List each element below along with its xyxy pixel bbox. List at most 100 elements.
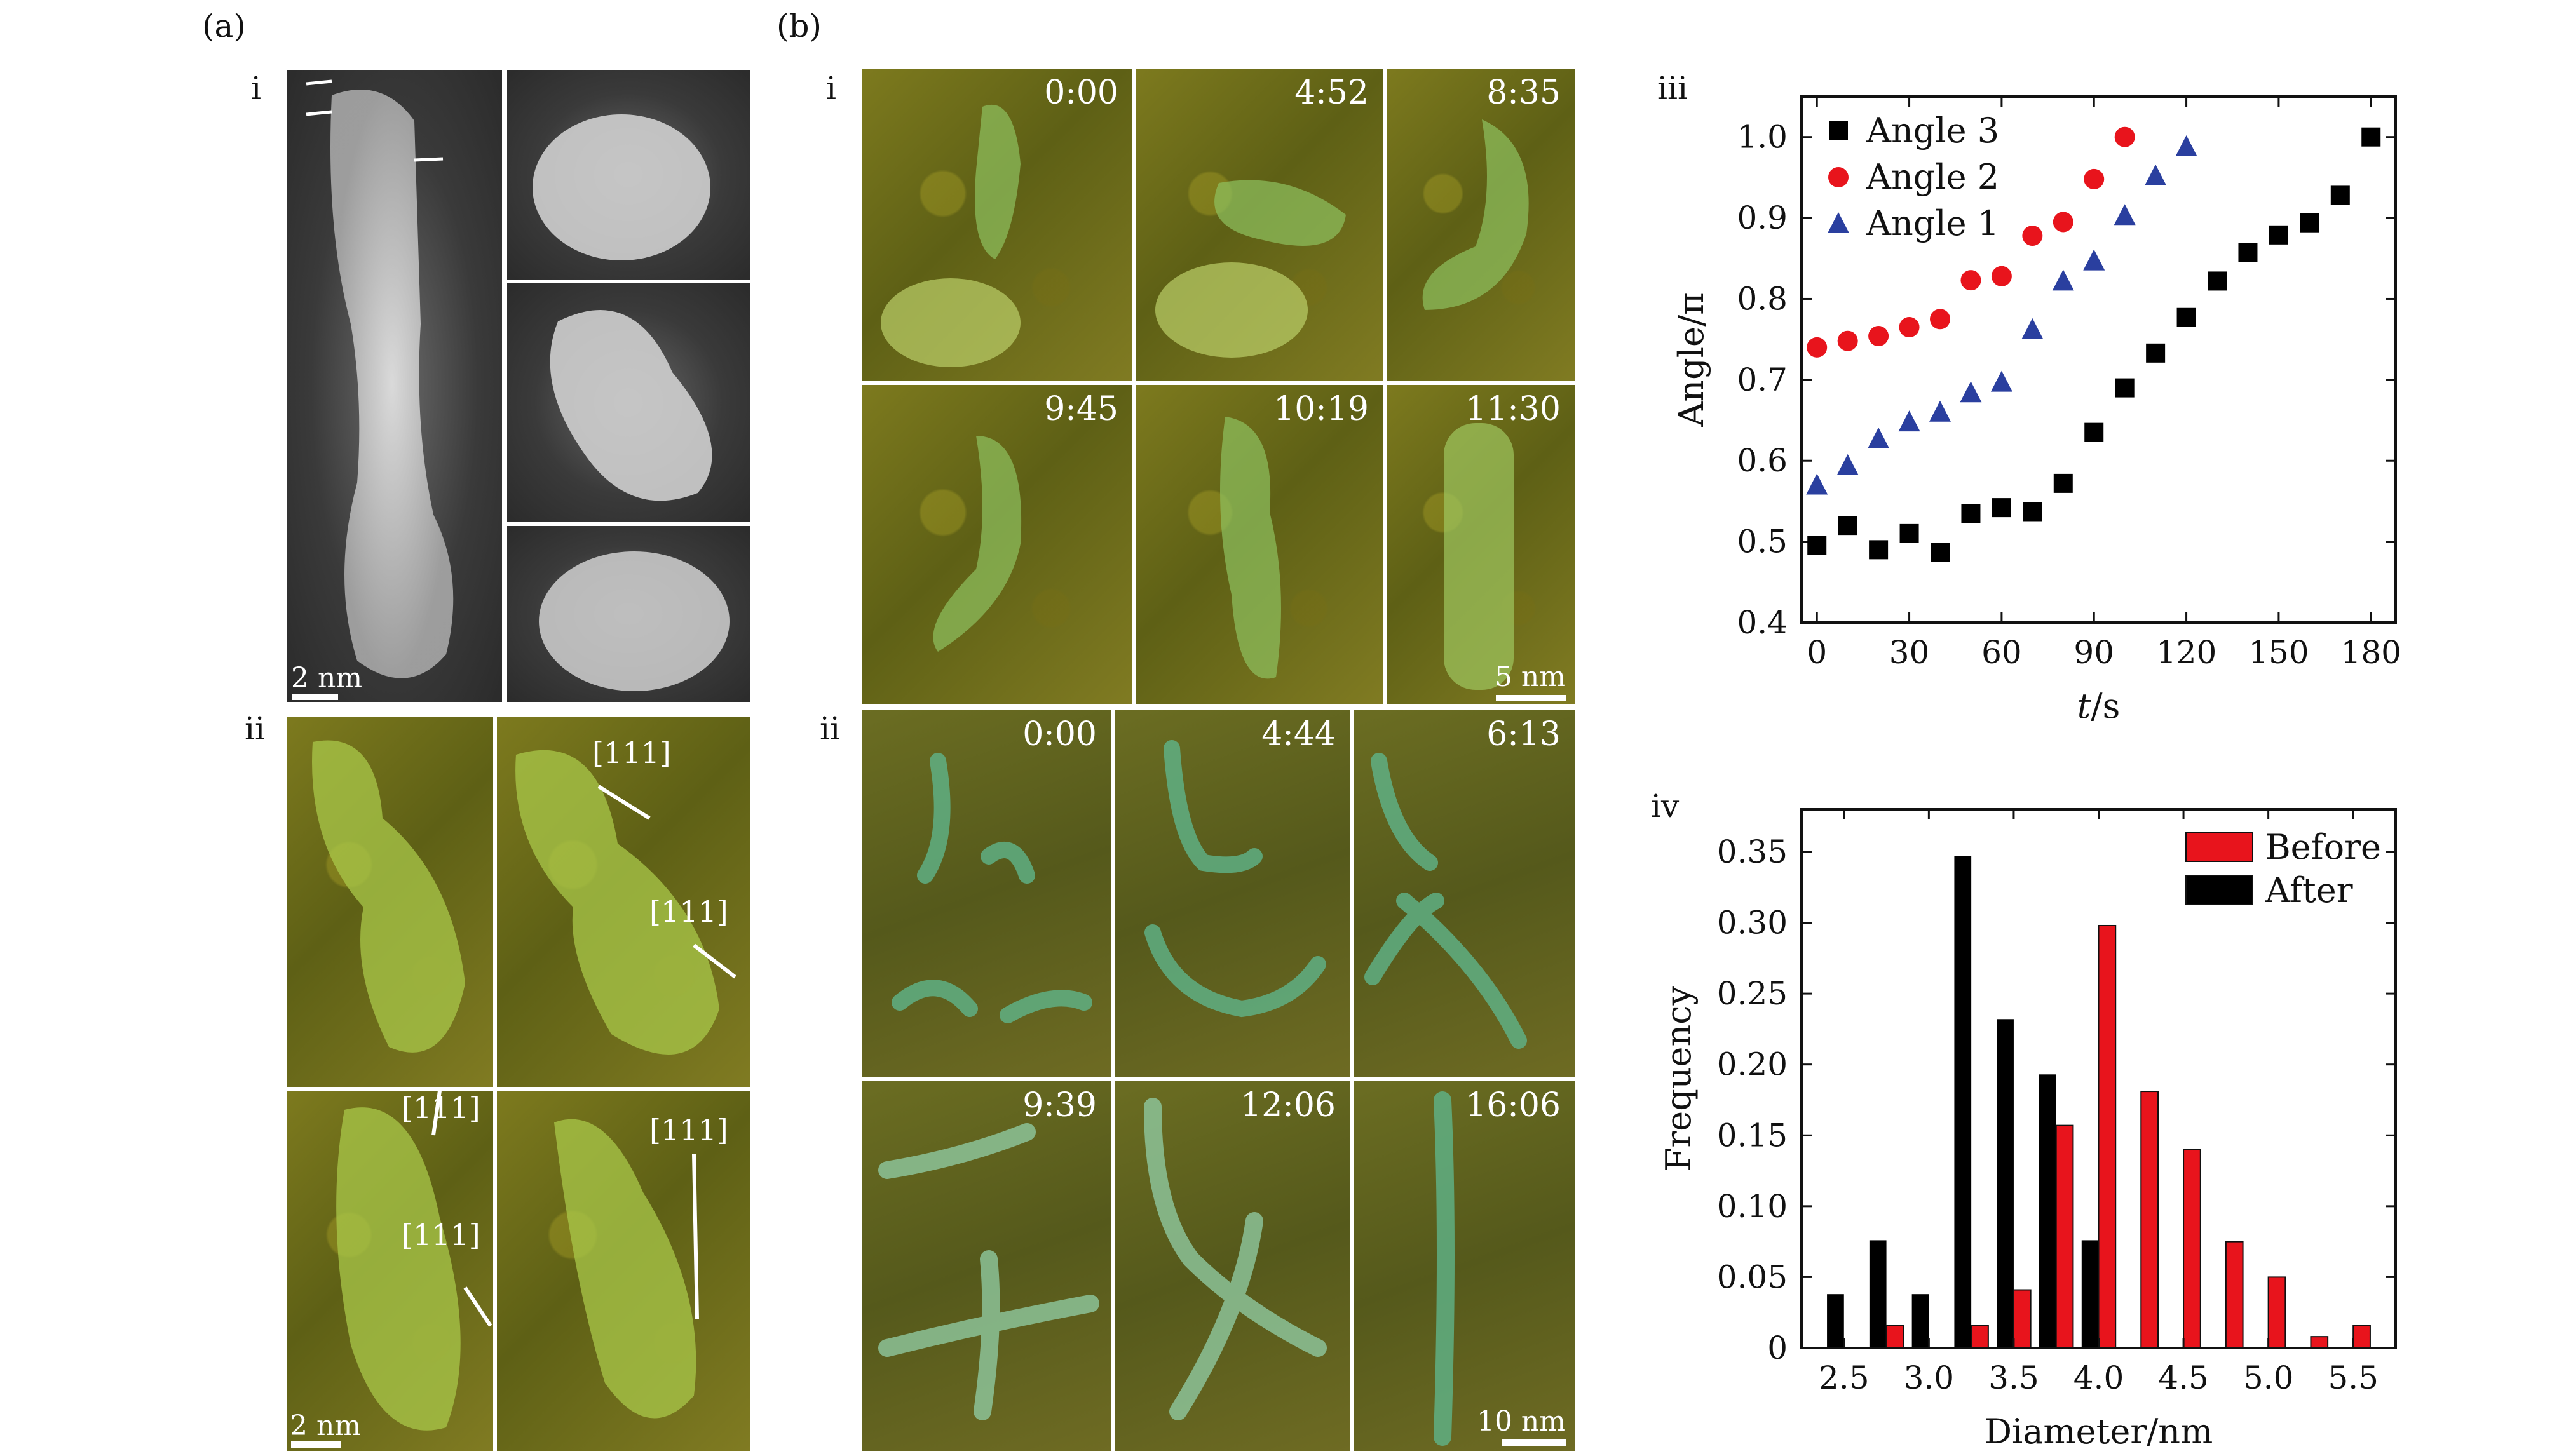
x-tick-label: 180 <box>2341 634 2401 671</box>
y-tick-label: 0.9 <box>1737 199 1788 236</box>
x-tick-label: 0 <box>1807 634 1827 671</box>
bar-before <box>2098 924 2117 1349</box>
timestamp-b-i-3: 8:35 <box>1486 74 1561 112</box>
direction-label-2: [111] <box>649 894 728 929</box>
bar-after <box>2039 1074 2056 1348</box>
data-point <box>2361 127 2381 147</box>
panel-a-ii-label: ii <box>245 710 265 747</box>
data-point <box>2330 185 2350 205</box>
legend-label: Angle 3 <box>1866 111 1999 151</box>
frame-b-i-1: 0:00 <box>862 69 1132 381</box>
data-point <box>2269 225 2288 245</box>
y-tick-label: 0.8 <box>1737 280 1788 317</box>
data-point <box>1990 370 2012 392</box>
frame-b-ii-6: 16:06 10 nm <box>1354 1081 1575 1451</box>
frame-b-ii-5: 12:06 <box>1115 1081 1350 1451</box>
y-tick-label: 1.0 <box>1737 119 1788 156</box>
y-tick-label: 0.4 <box>1737 604 1788 641</box>
scale-bar-b-ii <box>1502 1439 1566 1446</box>
data-point <box>1898 410 1920 432</box>
bar-before <box>2267 1276 2286 1349</box>
panel-iv-label: iv <box>1651 788 1680 825</box>
panel-a-label: (a) <box>202 8 246 44</box>
bar-after <box>1911 1294 1929 1348</box>
timestamp-b-i-5: 10:19 <box>1273 390 1369 428</box>
data-point <box>2146 343 2166 363</box>
scale-label-a-i: 2 nm <box>291 662 363 694</box>
x-tick-label: 5.0 <box>2243 1359 2294 1396</box>
data-point <box>2300 213 2319 233</box>
x-tick-label: 2.5 <box>1819 1359 1870 1396</box>
data-point <box>2053 212 2074 233</box>
y-tick-label: 0 <box>1767 1330 1788 1366</box>
data-point <box>1929 400 1951 422</box>
data-point <box>2145 164 2167 185</box>
x-tick-label: 30 <box>1889 634 1930 671</box>
scale-label-a-ii: 2 nm <box>290 1410 362 1442</box>
bar-before <box>2012 1289 2032 1349</box>
data-point <box>1868 427 1890 448</box>
frame-b-i-4: 9:45 <box>862 385 1132 704</box>
legend-label: Angle 1 <box>1866 203 1999 243</box>
data-point <box>2083 249 2105 271</box>
direction-label-3: [111] <box>402 1091 480 1125</box>
x-tick-label: 3.0 <box>1904 1359 1955 1396</box>
y-tick-label: 0.7 <box>1737 361 1788 398</box>
frame-b-ii-2: 4:44 <box>1115 710 1350 1077</box>
data-point <box>2084 168 2105 189</box>
x-axis-label: Diameter/nm <box>1985 1412 2213 1452</box>
data-point <box>2021 318 2044 339</box>
panel-a-i-label: i <box>251 70 261 107</box>
angle-scatter-chart: 0 30 60 90 120 150 180 0.4 0.5 0.6 0.7 0.8 0.9 1.0 t/s… <box>1671 95 2401 726</box>
data-point <box>2238 243 2258 262</box>
legend-marker <box>1829 121 1848 140</box>
data-point <box>1961 504 1981 523</box>
direction-label-4: [111] <box>402 1218 480 1252</box>
bar-after <box>2081 1240 2099 1348</box>
data-point <box>1837 330 1858 351</box>
timestamp-b-ii-2: 4:44 <box>1261 715 1336 753</box>
data-point <box>1807 536 1827 555</box>
x-tick-label: 5.5 <box>2328 1359 2379 1396</box>
data-point <box>2175 135 2197 156</box>
frame-b-ii-3: 6:13 <box>1354 710 1575 1077</box>
data-point <box>2084 422 2104 442</box>
data-point <box>1806 473 1828 495</box>
bar-before <box>2140 1091 2159 1349</box>
data-point <box>1868 326 1889 347</box>
panel-b-label: (b) <box>777 8 822 44</box>
data-point <box>2115 378 2135 398</box>
data-point <box>2023 502 2042 522</box>
timestamp-b-i-1: 0:00 <box>1044 74 1118 112</box>
direction-label-5: [111] <box>649 1113 728 1147</box>
hrtem-image-a-ii-2: [111] [111] <box>497 717 750 1087</box>
y-tick-label: 0.05 <box>1717 1258 1788 1295</box>
y-axis-label: Angle/π <box>1671 292 1711 427</box>
data-point <box>1899 523 1919 543</box>
data-point <box>1960 270 1981 291</box>
x-tick-label: 3.5 <box>1988 1359 2039 1396</box>
data-point <box>1869 540 1889 560</box>
legend-marker <box>1828 212 1849 233</box>
data-point <box>1899 317 1920 338</box>
x-tick-label: 90 <box>2074 634 2114 671</box>
legend-label: After <box>2265 870 2353 910</box>
stem-image-particle-1 <box>507 70 750 280</box>
y-tick-label: 0.35 <box>1717 833 1788 870</box>
x-tick-label: 120 <box>2156 634 2216 671</box>
stem-image-nanowire: 2 nm <box>287 70 502 702</box>
legend-swatch <box>2185 875 2253 905</box>
data-point <box>1807 337 1828 358</box>
x-tick-label: 4.0 <box>2074 1359 2124 1396</box>
bar-after <box>1869 1240 1887 1348</box>
plot-frame <box>1800 95 2397 624</box>
panel-b-i-label: i <box>826 70 836 107</box>
diameter-histogram-chart: 2.5 3.0 3.5 4.0 4.5 5.0 5.5 0 0.05 0.10 0.15 0.20 0.… <box>1659 808 2397 1452</box>
timestamp-b-ii-6: 16:06 <box>1465 1086 1561 1124</box>
data-point <box>2114 126 2135 147</box>
x-tick-label: 150 <box>2248 634 2309 671</box>
frame-b-i-5: 10:19 <box>1136 385 1383 704</box>
y-tick-label: 0.30 <box>1717 905 1788 941</box>
y-tick-label: 0.25 <box>1717 975 1788 1012</box>
scale-label-b-i: 5 nm <box>1494 661 1566 693</box>
